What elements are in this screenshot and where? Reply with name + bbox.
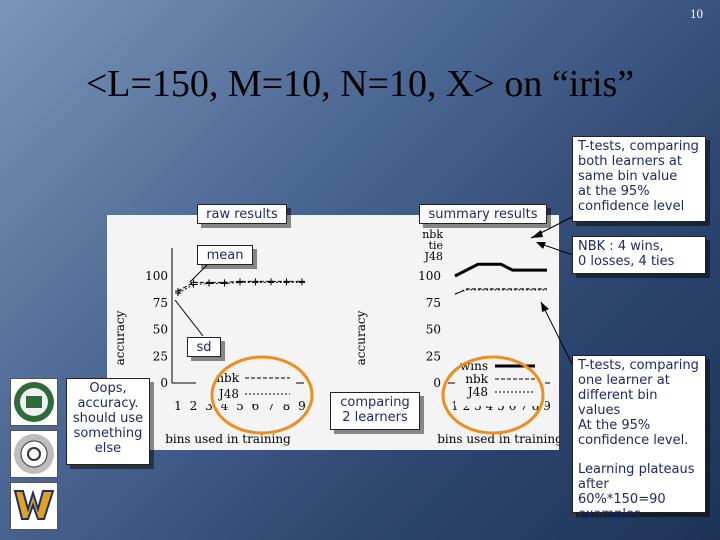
- bottom-legend: wins nbk J48: [455, 358, 545, 406]
- nbk-summary-callout: NBK : 4 wins, 0 losses, 4 ties: [572, 236, 706, 274]
- top-legend-j48: J48: [424, 250, 443, 263]
- data-point: [237, 279, 243, 286]
- ttest-same-bin-callout: T-tests, comparing both learners at same…: [572, 136, 706, 222]
- data-point: [283, 279, 290, 286]
- nbk-line: 0 losses, 4 ties: [578, 254, 675, 269]
- bottom-legend-j48: J48: [466, 385, 488, 399]
- seal-logo-1: [10, 378, 58, 426]
- top-legend-nbk: nbk: [422, 228, 443, 241]
- wv-mark-icon: [11, 483, 57, 529]
- ttest2-line: one learner at: [578, 373, 670, 388]
- data-point: [299, 279, 305, 286]
- legend-label-nbk: nbk: [216, 371, 239, 385]
- ttest-line: both learners at: [578, 154, 682, 169]
- plateau-line: examples: [578, 507, 641, 522]
- y-tick-label: 75: [426, 296, 441, 310]
- data-point: [252, 279, 259, 286]
- oops-line: else: [94, 441, 122, 456]
- series-line-nbk-acc: [454, 288, 547, 295]
- x-tick-label: 3: [205, 399, 213, 413]
- y-tick-label: 50: [426, 323, 441, 337]
- top-legend-tie: tie: [429, 239, 443, 252]
- sd-callout: sd: [187, 337, 221, 357]
- comparing-line: comparing: [340, 395, 410, 410]
- data-point: [175, 290, 181, 297]
- y-tick-label: 25: [426, 349, 441, 363]
- ttest-line: confidence level: [578, 199, 685, 214]
- page-number: 10: [690, 6, 703, 21]
- ttest2-line: different bin values: [578, 388, 658, 418]
- x-tick-label: 9: [543, 399, 551, 413]
- y-tick-label: 100: [418, 269, 441, 283]
- legend-label-j48: J48: [217, 387, 239, 401]
- x-axis-label: bins used in training: [165, 432, 291, 446]
- gray-seal-icon: [14, 434, 54, 474]
- data-point: [190, 281, 197, 288]
- oops-line: accuracy.: [77, 396, 139, 411]
- x-tick-label: 1: [174, 399, 182, 413]
- nbk-line: NBK : 4 wins,: [578, 239, 664, 254]
- y-axis-label: accuracy: [354, 310, 368, 365]
- data-point: [206, 280, 212, 287]
- data-point: [221, 280, 228, 287]
- data-point: [268, 279, 274, 286]
- y-tick-label: 100: [145, 269, 168, 283]
- y-tick-label: 75: [153, 296, 168, 310]
- plateau-line: Learning plateaus: [578, 462, 695, 477]
- x-axis-label: bins used in training: [437, 432, 560, 446]
- ttest-line: at the 95%: [578, 184, 650, 199]
- raw-results-callout: raw results: [197, 204, 287, 224]
- y-tick-label: 0: [433, 376, 441, 390]
- series-line-nbk: [177, 280, 302, 292]
- ttest-one-learner-callout: T-tests, comparing one learner at differ…: [572, 355, 706, 522]
- summary-results-callout: summary results: [419, 204, 547, 224]
- plateau-line: after 60%*150=90: [578, 477, 666, 507]
- series-line-nbk: [454, 262, 547, 278]
- slide-title: <L=150, M=10, N=10, X> on “iris”: [85, 63, 635, 105]
- series-line-j48-acc: [454, 289, 547, 295]
- oops-line: Oops,: [89, 381, 127, 396]
- green-seal-icon: [14, 382, 54, 422]
- comparing-line: 2 learners: [342, 410, 408, 425]
- oops-line: something: [73, 426, 143, 441]
- ttest2-line: T-tests, comparing: [578, 358, 699, 373]
- oops-line: should use: [72, 411, 144, 426]
- x-tick-label: 2: [190, 399, 198, 413]
- y-tick-label: 50: [153, 323, 168, 337]
- y-tick-label: 0: [160, 376, 168, 390]
- top-legend: nbk tie J48: [422, 228, 443, 263]
- ttest-line: same bin value: [578, 169, 678, 184]
- seal-logo-2: [10, 430, 58, 478]
- x-tick-label: 9: [298, 399, 306, 413]
- ttest-line: T-tests, comparing: [578, 139, 699, 154]
- bottom-legend-nbk: nbk: [465, 372, 488, 386]
- y-axis-label: accuracy: [113, 310, 127, 365]
- y-tick-label: 25: [153, 349, 168, 363]
- wv-logo: [10, 482, 58, 530]
- ttest2-line: At the 95%: [578, 418, 651, 433]
- ttest2-line: confidence level.: [578, 433, 689, 448]
- comparing-learners-callout: comparing 2 learners: [330, 392, 420, 430]
- mean-callout: mean: [197, 245, 253, 265]
- legend: nbk J48: [196, 368, 296, 404]
- bottom-legend-wins: wins: [460, 359, 488, 373]
- oops-callout: Oops, accuracy. should use something els…: [66, 378, 150, 465]
